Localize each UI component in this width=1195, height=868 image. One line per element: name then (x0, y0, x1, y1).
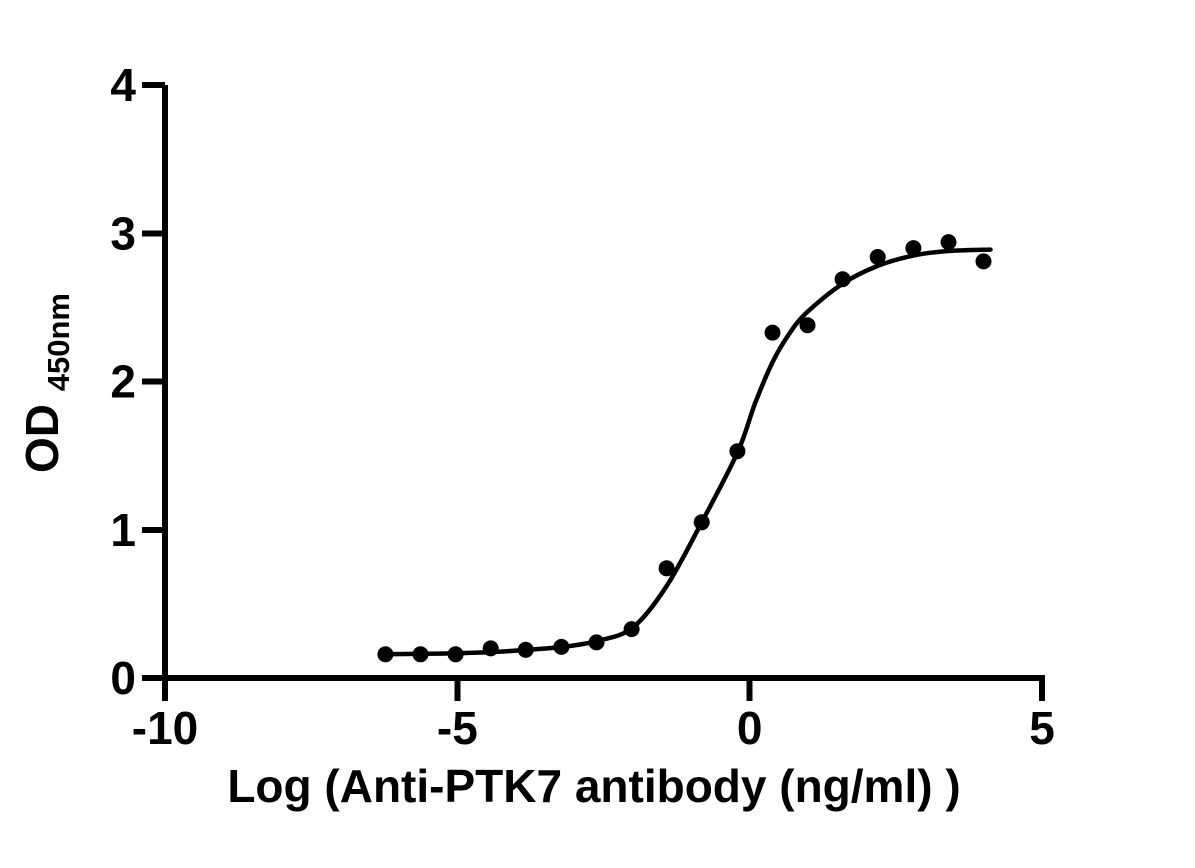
data-point (729, 443, 746, 460)
data-point (377, 646, 394, 663)
y-tick-label: 1 (110, 504, 136, 556)
data-point (905, 240, 922, 257)
data-point (517, 641, 534, 658)
x-tick-label: 0 (737, 702, 763, 754)
y-axis-title: OD 450nm (16, 293, 76, 473)
data-point (869, 249, 886, 265)
y-tick-label: 2 (110, 356, 136, 408)
axes (142, 85, 1045, 681)
data-point (553, 638, 570, 655)
data-point (482, 640, 499, 657)
data-points (377, 234, 992, 663)
x-tick-label: -10 (132, 702, 198, 754)
x-tick-label: -5 (437, 702, 478, 754)
data-point (834, 271, 851, 288)
y-axis-title-main: OD (16, 404, 68, 473)
data-point (588, 634, 605, 651)
data-point (658, 560, 675, 577)
y-tick-label: 3 (110, 207, 136, 259)
data-point (940, 234, 957, 251)
data-point (412, 646, 429, 663)
axis-tick-labels: -10 -5 0 5 0 1 2 3 4 (110, 59, 1054, 754)
data-point (799, 317, 816, 334)
fit-curve (379, 247, 993, 657)
axis-ticks (142, 82, 1045, 701)
y-axis-title-sub: 450nm (41, 293, 76, 391)
x-axis-title: Log (Anti-PTK7 antibody (ng/ml) ) (227, 760, 960, 812)
data-point (764, 324, 781, 341)
x-tick-label: 5 (1029, 702, 1055, 754)
data-point (975, 253, 992, 270)
y-tick-label: 4 (110, 59, 136, 111)
data-point (447, 646, 464, 663)
data-point (623, 621, 640, 638)
data-point (693, 514, 710, 531)
y-tick-label: 0 (110, 652, 136, 704)
